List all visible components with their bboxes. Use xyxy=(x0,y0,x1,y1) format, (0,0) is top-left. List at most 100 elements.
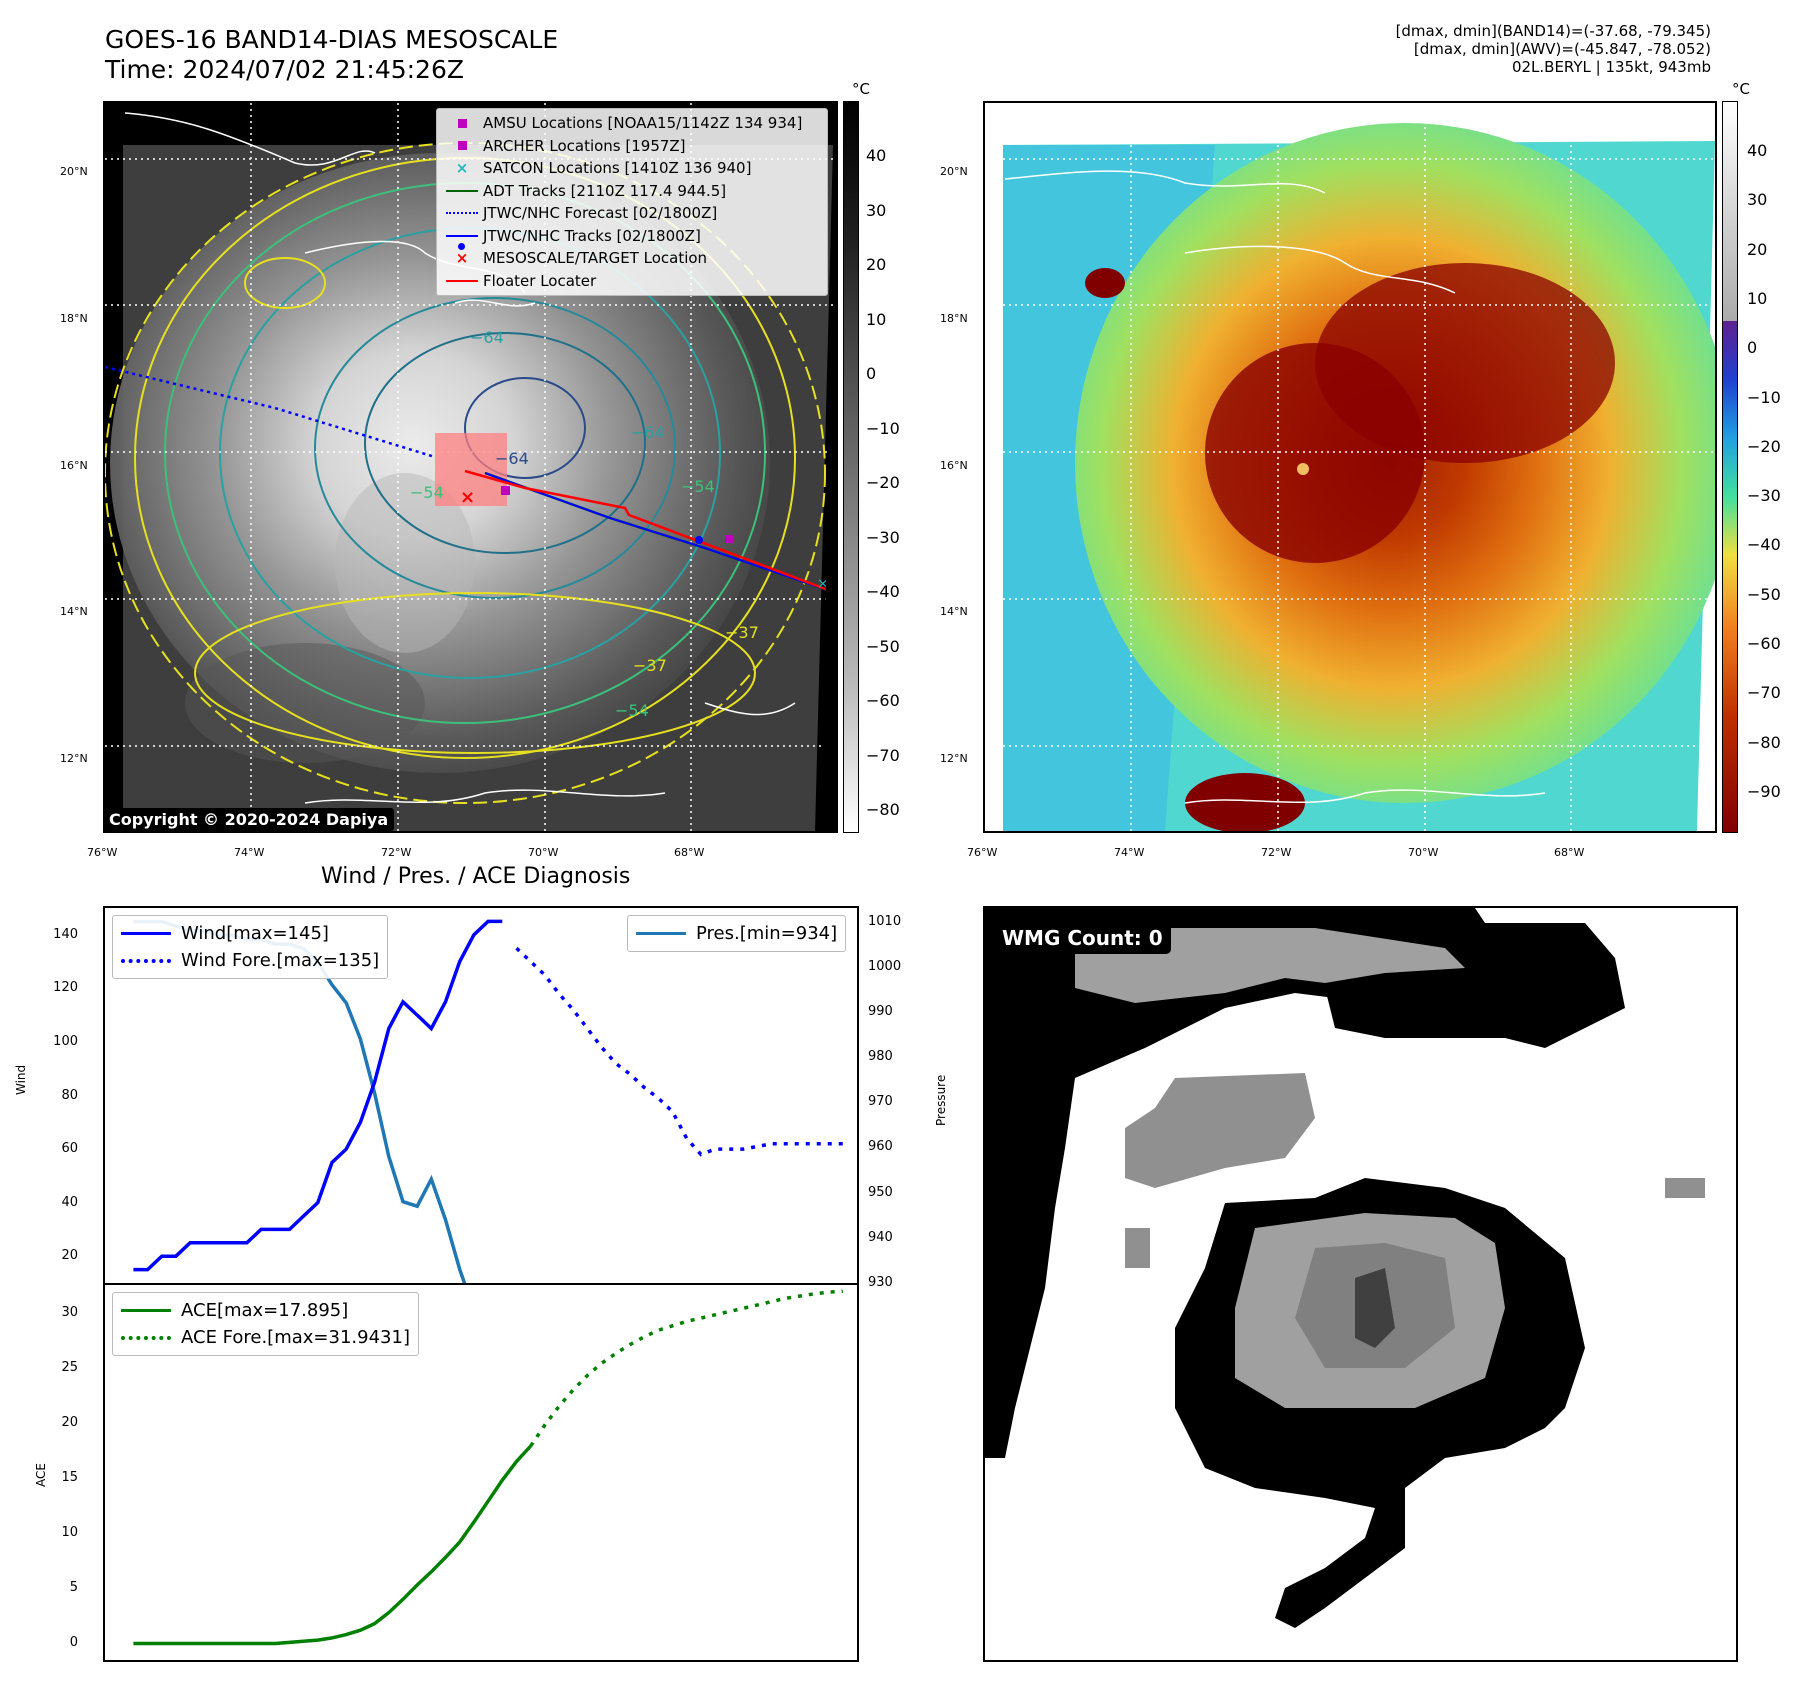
contour-label-5: −37 xyxy=(633,656,667,675)
meta-line3: 02L.BERYL | 135kt, 943mb xyxy=(1511,58,1711,76)
square-marker-icon xyxy=(441,118,483,128)
right-colorbar-unit: °C xyxy=(1732,80,1750,98)
wmg-gray-regions xyxy=(1075,928,1705,1408)
contour-label-7: −64 xyxy=(495,449,529,468)
wind-fore-legend-label: Wind Fore.[max=135] xyxy=(181,950,380,971)
colorbar-tick: −10 xyxy=(866,418,900,438)
colorbar-tick: −60 xyxy=(866,691,900,710)
ace-legend-label: ACE[max=17.895] xyxy=(181,1300,349,1321)
lon-label-right: 72°W xyxy=(1261,846,1292,859)
dotted-line-icon xyxy=(121,1335,171,1340)
legend-row: × MESOSCALE/TARGET Location xyxy=(441,247,823,270)
legend-label: MESOSCALE/TARGET Location xyxy=(483,249,708,268)
lat-label-right: 18°N xyxy=(940,312,968,325)
y-tick-label: 140 xyxy=(53,926,78,942)
lon-label-right: 68°W xyxy=(1554,846,1585,859)
right-colorbar xyxy=(1722,101,1738,833)
colorbar-tick: 40 xyxy=(866,146,887,165)
y-tick-label: 30 xyxy=(61,1304,78,1320)
y-tick-label: 0 xyxy=(69,1635,78,1651)
x-marker-icon: × xyxy=(455,159,469,178)
colorbar-tick: −10 xyxy=(1747,387,1781,407)
y-tick-label: 980 xyxy=(868,1049,893,1065)
y-tick-label: 120 xyxy=(53,980,78,996)
y-tick-label: 60 xyxy=(61,1141,78,1157)
lat-label-right: 14°N xyxy=(940,605,968,618)
colorbar-tick: 10 xyxy=(866,309,887,329)
contour-label-1: −64 xyxy=(470,328,504,347)
title-line2: Time: 2024/07/02 21:45:26Z xyxy=(105,55,464,84)
colorbar-tick: −70 xyxy=(1747,683,1781,703)
ace-fore-legend-label: ACE Fore.[max=31.9431] xyxy=(181,1327,410,1348)
x-marker-icon: × xyxy=(455,249,469,268)
ace-legend-row: ACE[max=17.895] xyxy=(121,1297,410,1324)
lon-label: 74°W xyxy=(234,846,265,859)
colorbar-tick: −80 xyxy=(1747,732,1781,752)
left-colorbar xyxy=(843,101,859,833)
legend-row: Floater Locater xyxy=(441,270,823,293)
colorbar-tick: −50 xyxy=(1747,584,1781,604)
legend-row: JTWC/NHC Tracks [02/1800Z] xyxy=(441,225,823,250)
colorbar-tick: 20 xyxy=(866,255,887,274)
lat-label-right: 20°N xyxy=(940,165,968,178)
ace-fore-legend-row: ACE Fore.[max=31.9431] xyxy=(121,1324,410,1351)
square-marker-icon xyxy=(441,141,483,151)
legend-row: ADT Tracks [2110Z 117.4 944.5] xyxy=(441,180,823,203)
lon-label: 76°W xyxy=(87,846,118,859)
lat-label: 20°N xyxy=(60,165,88,178)
wmg-svg xyxy=(985,908,1705,1628)
diagnosis-title: Wind / Pres. / ACE Diagnosis xyxy=(321,864,631,889)
ace-svg xyxy=(133,1289,843,1646)
pressure-legend: Pres.[min=934] xyxy=(627,915,847,952)
y-tick-label: 940 xyxy=(868,1229,893,1245)
line-dot-icon xyxy=(441,234,483,250)
legend-label: ARCHER Locations [1957Z] xyxy=(483,136,686,155)
y-tick-label: 15 xyxy=(61,1470,78,1485)
y-tick-label: 40 xyxy=(61,1194,78,1210)
y-tick-label: 80 xyxy=(61,1087,78,1103)
colorbar-tick: −70 xyxy=(866,745,900,765)
pressure-axis-label: Pressure xyxy=(934,1074,948,1126)
band14-map-svg: × × xyxy=(105,103,836,831)
colorbar-tick: −90 xyxy=(1747,781,1781,801)
figure-meta: [dmax, dmin](BAND14)=(-37.68, -79.345) [… xyxy=(1396,22,1711,76)
contour-label-2: −64 xyxy=(631,423,665,442)
colorbar-tick: 40 xyxy=(1747,141,1768,160)
pressure-legend-row: Pres.[min=934] xyxy=(636,920,837,947)
wind-axis-label: Wind xyxy=(14,1064,28,1095)
awv-map-svg xyxy=(985,103,1715,831)
legend-row: ARCHER Locations [1957Z] xyxy=(441,135,823,158)
wind-series-1 xyxy=(515,946,843,1157)
lon-label: 68°W xyxy=(674,846,705,859)
ace-series-0 xyxy=(133,1444,532,1646)
solid-line-icon xyxy=(636,932,686,935)
colorbar-tick: 30 xyxy=(866,200,887,220)
awv-map xyxy=(983,101,1717,833)
colorbar-tick: 10 xyxy=(1747,288,1768,308)
colorbar-tick: 20 xyxy=(1747,239,1768,259)
y-tick-label: 950 xyxy=(868,1184,893,1200)
copyright-badge: Copyright © 2020-2024 Dapiya xyxy=(103,808,395,831)
legend-label: AMSU Locations [NOAA15/1142Z 134 934] xyxy=(483,114,803,133)
ace-chart xyxy=(103,1283,859,1662)
lat-label-right: 12°N xyxy=(940,752,968,765)
contour-label-8: −37 xyxy=(725,623,759,642)
svg-text:×: × xyxy=(817,576,829,592)
y-tick-label: 990 xyxy=(868,1003,893,1019)
contour-label-6: −54 xyxy=(615,701,649,720)
colorbar-tick: −20 xyxy=(1747,436,1781,456)
lon-label-right: 76°W xyxy=(967,846,998,859)
legend-label: JTWC/NHC Tracks [02/1800Z] xyxy=(483,226,701,245)
colorbar-tick: −20 xyxy=(866,473,900,492)
wind-legend: Wind[max=145] Wind Fore.[max=135] xyxy=(112,915,389,979)
y-tick-label: 960 xyxy=(868,1139,893,1155)
y-tick-label: 20 xyxy=(61,1248,78,1264)
contour-label-4: −54 xyxy=(410,483,444,502)
lat-label: 18°N xyxy=(60,312,88,325)
figure-title: GOES-16 BAND14-DIAS MESOSCALE Time: 2024… xyxy=(105,25,558,85)
colorbar-tick: 0 xyxy=(1747,338,1758,358)
solid-line-icon xyxy=(121,1309,171,1312)
lat-label-right: 16°N xyxy=(940,459,968,472)
legend-row: AMSU Locations [NOAA15/1142Z 134 934] xyxy=(441,112,823,135)
solid-line-icon xyxy=(121,932,171,935)
